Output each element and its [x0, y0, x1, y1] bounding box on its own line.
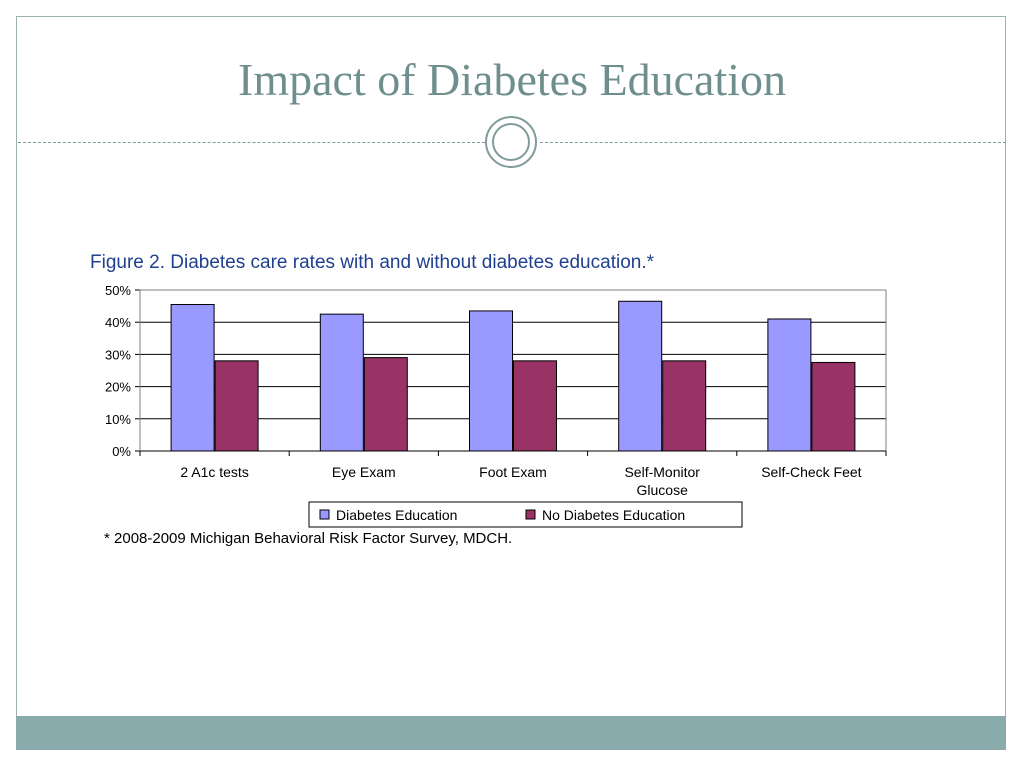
footer-bar: [16, 716, 1006, 750]
divider-ring-ornament: [485, 116, 537, 168]
y-tick-label: 20%: [105, 380, 131, 395]
title-divider-left: [18, 142, 485, 143]
y-tick-label: 10%: [105, 412, 131, 427]
bar-no-diabetes-education-2: [513, 360, 557, 452]
legend-swatch-diabetes-education: [319, 509, 330, 520]
x-tick-label: 2 A1c tests: [180, 464, 248, 480]
x-tick-label: Self-Check Feet: [761, 464, 861, 480]
x-tick-label: Foot Exam: [479, 464, 547, 480]
legend-swatch-no-diabetes-education: [525, 509, 536, 520]
title-divider-right: [540, 142, 1006, 143]
x-tick-label: Eye Exam: [332, 464, 396, 480]
bar-no-diabetes-education-4: [811, 361, 856, 452]
bar-no-diabetes-education-0: [214, 360, 259, 452]
y-tick-label: 50%: [105, 283, 131, 298]
y-tick-label: 30%: [105, 347, 131, 362]
bar-diabetes-education-2: [469, 310, 513, 452]
x-tick-label: Self-Monitor: [624, 464, 700, 480]
x-tick-label: Glucose: [637, 482, 689, 498]
bar-diabetes-education-0: [170, 303, 215, 452]
figure-caption: Figure 2. Diabetes care rates with and w…: [90, 252, 654, 273]
bar-diabetes-education-3: [618, 300, 663, 452]
figure-footnote: * 2008-2009 Michigan Behavioral Risk Fac…: [104, 530, 513, 547]
y-tick-label: 0%: [112, 444, 131, 459]
y-tick-label: 40%: [105, 315, 131, 330]
bar-diabetes-education-4: [767, 318, 812, 452]
legend-label-no-diabetes-education: No Diabetes Education: [542, 507, 685, 523]
legend-label-diabetes-education: Diabetes Education: [336, 507, 457, 523]
bar-no-diabetes-education-1: [363, 357, 408, 452]
bar-diabetes-education-1: [319, 313, 364, 452]
slide-title: Impact of Diabetes Education: [238, 54, 786, 105]
bar-no-diabetes-education-3: [662, 360, 707, 452]
